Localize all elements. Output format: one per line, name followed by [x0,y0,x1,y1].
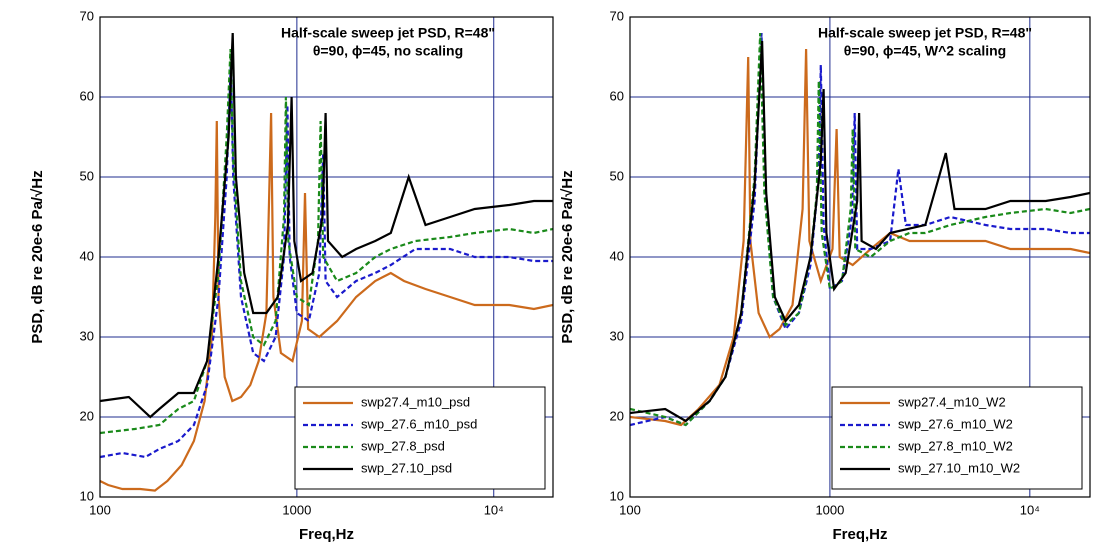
plot-frame [629,16,1091,498]
x-axis-label: Freq,Hz [832,526,887,543]
series-line [100,64,553,459]
y-axis-label: PSD, dB re 20e-6 Pa/√Hz [29,170,46,343]
panel: 10 20 30 40 50 60 70 100 1000 10⁴ Half-scale sweep… [29,8,554,543]
y-tick-label: 40 [610,248,624,263]
series-line [100,48,553,435]
y-tick-label: 30 [610,328,624,343]
x-tick-label: 1000 [815,502,844,517]
legend-label: swp_27.8_psd [361,438,445,453]
x-tick-label: 1000 [282,502,311,517]
legend-label: swp_27.6_m10_W2 [898,416,1013,431]
series-line [630,40,1090,423]
chart-title: Half-scale sweep jet PSD, R=48" [281,25,495,41]
legend-label: swp_27.6_m10_psd [361,416,477,431]
series-line [630,32,1090,427]
legend-label: swp_27.8_m10_W2 [898,438,1013,453]
y-tick-label: 60 [80,88,94,103]
x-tick-label: 100 [89,502,111,517]
y-axis-label: PSD, dB re 20e-6 Pa/√Hz [559,170,576,343]
y-tick-label: 50 [610,168,624,183]
legend-label: swp27.4_m10_psd [361,394,470,409]
legend-label: swp_27.10_m10_W2 [898,460,1020,475]
chart-subtitle: θ=90, ϕ=45, W^2 scaling [844,43,1006,59]
y-tick-label: 30 [80,328,94,343]
series-line [630,32,1090,427]
y-tick-label: 20 [610,408,624,423]
series-line [100,112,553,492]
y-tick-label: 60 [610,88,624,103]
x-tick-label: 10⁴ [484,502,504,517]
y-tick-label: 40 [80,248,94,263]
y-tick-label: 50 [80,168,94,183]
series-line [100,32,553,419]
panel: 10 20 30 40 50 60 70 100 1000 10⁴ Half-scale sweep… [559,8,1091,543]
y-tick-label: 70 [610,8,624,23]
series-line [630,48,1090,427]
chart-subtitle: θ=90, ϕ=45, no scaling [313,43,463,59]
plot-frame [99,16,554,498]
legend-label: swp27.4_m10_W2 [898,394,1006,409]
legend-label: swp_27.10_psd [361,460,452,475]
x-tick-label: 100 [619,502,641,517]
y-tick-label: 20 [80,408,94,423]
y-tick-label: 10 [610,488,624,503]
x-axis-label: Freq,Hz [299,526,354,543]
y-tick-label: 70 [80,8,94,23]
x-tick-label: 10⁴ [1020,502,1040,517]
chart-title: Half-scale sweep jet PSD, R=48" [818,25,1032,41]
y-tick-label: 10 [80,488,94,503]
